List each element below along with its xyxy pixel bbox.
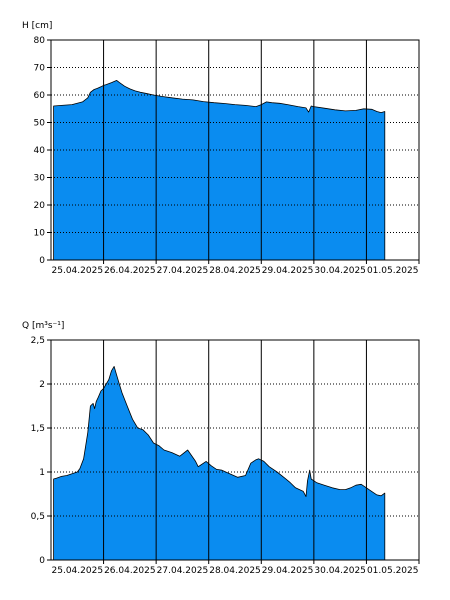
water-level-chart-svg: 0 10 20 30 40 50 60 70 80 25.04.2025 26.04.2025 27.… [22, 21, 420, 276]
y-tick-label: 0 [39, 256, 45, 266]
y-tick-label: 40 [34, 146, 46, 156]
x-tick-label: 01.05.2025 [367, 566, 419, 576]
y-tick-label: 1,5 [31, 424, 45, 434]
discharge-chart: 0 0,5 1 1,5 2 2,5 25.04.2025 26.04.2025 27.04.20… [0, 300, 450, 600]
y-tick-label: 10 [34, 229, 46, 239]
discharge-chart-svg: 0 0,5 1 1,5 2 2,5 25.04.2025 26.04.2025 27.04.20… [22, 321, 420, 576]
water-level-chart: 0 10 20 30 40 50 60 70 80 25.04.2025 26.04.2025 27.… [0, 0, 450, 290]
y-tick-label: 20 [34, 201, 46, 211]
plot-frame [50, 39, 420, 261]
y-tick-label: 2 [39, 380, 45, 390]
y-tick-label: 30 [34, 174, 46, 184]
x-tick-label: 25.04.2025 [52, 566, 104, 576]
y-axis-label: H [cm] [22, 21, 52, 31]
x-tick-label: 26.04.2025 [104, 266, 156, 276]
x-tick-label: 27.04.2025 [157, 566, 209, 576]
x-tick-label: 27.04.2025 [157, 266, 209, 276]
y-tick-label: 2,5 [31, 336, 45, 346]
x-tick-label: 28.04.2025 [209, 566, 261, 576]
plot-frame [50, 339, 420, 561]
x-tick-label: 30.04.2025 [314, 266, 366, 276]
y-tick-label: 60 [34, 91, 46, 101]
y-tick-label: 80 [34, 36, 46, 46]
y-tick-label: 1 [39, 468, 45, 478]
y-axis-label: Q [m³s⁻¹] [22, 321, 64, 331]
y-tick-label: 0,5 [31, 512, 45, 522]
y-tick-label: 50 [34, 119, 46, 129]
x-tick-label: 30.04.2025 [314, 566, 366, 576]
y-tick-label: 0 [39, 556, 45, 566]
series-area-0 [53, 366, 386, 561]
x-tick-label: 25.04.2025 [52, 266, 104, 276]
x-tick-label: 01.05.2025 [367, 266, 419, 276]
x-tick-label: 29.04.2025 [262, 266, 314, 276]
x-tick-label: 26.04.2025 [104, 566, 156, 576]
x-tick-label: 29.04.2025 [262, 566, 314, 576]
y-tick-label: 70 [34, 64, 46, 74]
x-tick-label: 28.04.2025 [209, 266, 261, 276]
